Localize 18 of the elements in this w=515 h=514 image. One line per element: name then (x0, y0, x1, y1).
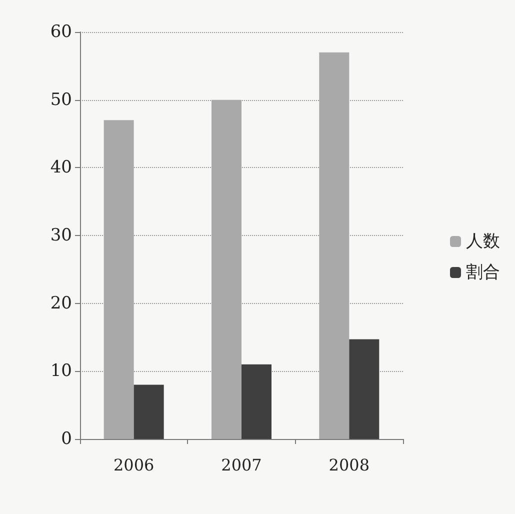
y-tick-label: 60 (50, 22, 72, 42)
y-tick-label: 0 (61, 429, 72, 449)
bar (349, 339, 380, 439)
x-tick-label: 2007 (221, 456, 262, 474)
bar (242, 364, 272, 439)
y-tick-label: 40 (50, 158, 72, 178)
legend-label: 割合 (466, 262, 500, 282)
legend-label: 人数 (466, 232, 500, 252)
y-tick-label: 30 (50, 226, 72, 246)
bar (319, 52, 350, 439)
bar (212, 100, 242, 439)
x-tick-label: 2008 (328, 456, 370, 474)
bar (104, 120, 134, 439)
y-tick-label: 20 (50, 293, 72, 314)
y-tick-label: 50 (50, 90, 72, 110)
y-tick-label: 10 (50, 361, 72, 382)
bar (134, 384, 164, 439)
x-tick-label: 2006 (113, 456, 154, 474)
